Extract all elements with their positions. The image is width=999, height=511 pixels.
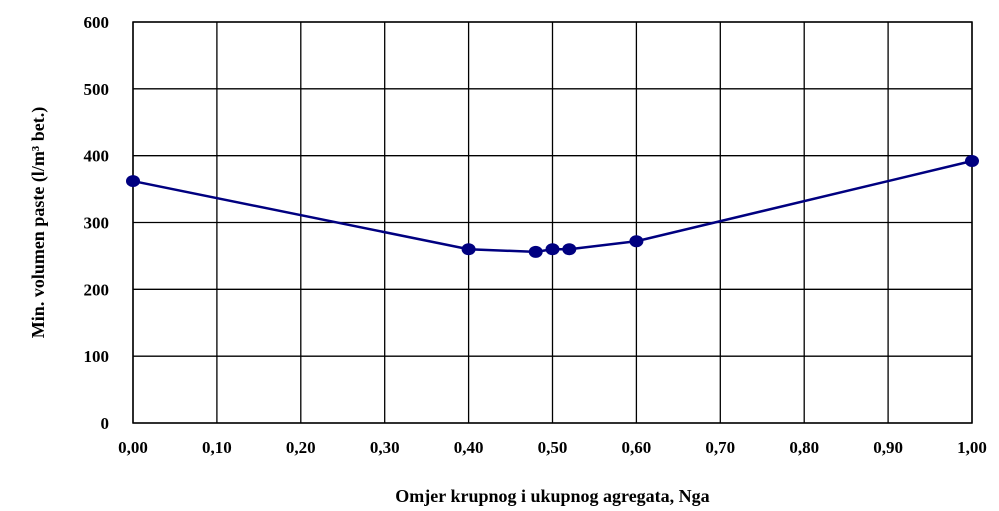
- data-point: [461, 243, 476, 256]
- data-point: [562, 243, 577, 256]
- grid-lines: [132, 21, 973, 424]
- y-tick-label: 500: [84, 80, 110, 99]
- x-tick-label: 1,00: [957, 438, 987, 457]
- x-tick-label: 0,30: [370, 438, 400, 457]
- y-tick-label: 400: [84, 147, 110, 166]
- y-tick-label: 200: [84, 280, 110, 299]
- x-tick-label: 0,50: [538, 438, 568, 457]
- x-tick-label: 0,00: [118, 438, 148, 457]
- x-tick-label: 0,40: [454, 438, 484, 457]
- y-tick-label: 300: [84, 214, 110, 233]
- y-tick-label: 0: [101, 414, 110, 433]
- data-point: [126, 175, 140, 188]
- x-tick-label: 0,10: [202, 438, 232, 457]
- x-tick-label: 0,70: [705, 438, 735, 457]
- y-tick-labels: 0 100 200 300 400 500 600: [84, 13, 110, 433]
- y-tick-label: 100: [84, 347, 110, 366]
- data-point: [528, 245, 543, 258]
- x-tick-label: 0,90: [873, 438, 903, 457]
- x-tick-label: 0,20: [286, 438, 316, 457]
- plot-area: [132, 21, 973, 424]
- x-tick-label: 0,80: [789, 438, 819, 457]
- x-axis-title: Omjer krupnog i ukupnog agregata, Nga: [395, 486, 709, 506]
- data-point: [965, 155, 979, 168]
- data-point: [545, 243, 560, 256]
- series: [126, 155, 979, 258]
- x-tick-label: 0,60: [622, 438, 652, 457]
- y-axis-title: Min. volumen paste (l/m³ bet.): [28, 107, 49, 338]
- x-tick-labels: 0,00 0,10 0,20 0,30 0,40 0,50 0,60 0,70 0,80 0,90…: [118, 438, 987, 457]
- data-point: [629, 235, 644, 248]
- y-tick-label: 600: [84, 13, 110, 32]
